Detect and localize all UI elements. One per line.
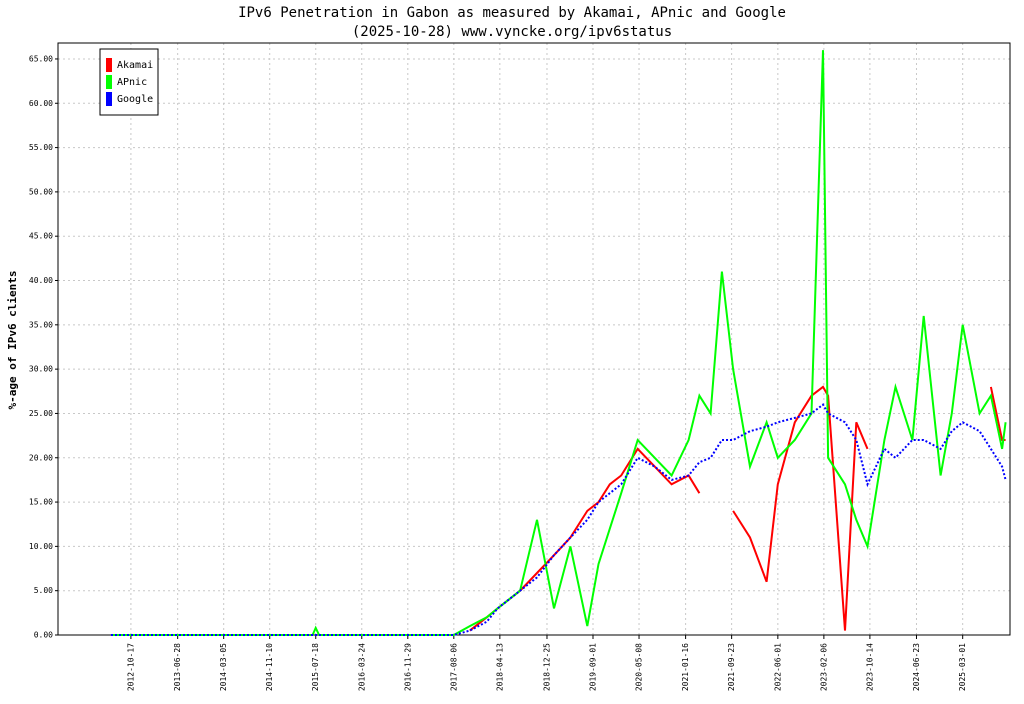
y-tick-label: 10.00 [29, 542, 53, 551]
y-tick-label: 35.00 [29, 320, 53, 329]
x-tick-label: 2023-02-06 [819, 643, 828, 691]
x-tick-label: 2017-08-06 [449, 643, 458, 691]
x-tick-label: 2013-06-28 [173, 643, 182, 691]
x-tick-label: 2016-03-24 [357, 643, 366, 691]
plot-frame [57, 42, 1011, 636]
x-tick-label: 2018-04-13 [495, 643, 504, 691]
x-tick-label: 2022-06-01 [773, 643, 782, 691]
legend-label: Akamai [117, 60, 153, 71]
x-tick-label: 2021-01-16 [681, 643, 690, 691]
y-tick-label: 55.00 [29, 143, 53, 152]
y-tick-label: 30.00 [29, 365, 53, 374]
y-tick-label: 15.00 [29, 498, 53, 507]
y-tick-label: 45.00 [29, 232, 53, 241]
legend-swatch [106, 75, 112, 89]
x-tick-label: 2014-03-05 [219, 643, 228, 691]
x-tick-label: 2014-11-10 [265, 643, 274, 691]
x-tick-label: 2018-12-25 [542, 643, 551, 691]
x-tick-label: 2025-03-01 [958, 643, 967, 691]
y-tick-label: 20.00 [29, 453, 53, 462]
y-tick-label: 65.00 [29, 54, 53, 63]
x-tick-label: 2019-09-01 [589, 643, 598, 691]
chart-subtitle: (2025-10-28) www.vyncke.org/ipv6status [352, 24, 672, 40]
y-tick-label: 40.00 [29, 276, 53, 285]
chart-title: IPv6 Penetration in Gabon as measured by… [238, 5, 786, 21]
x-tick-label: 2023-10-14 [865, 643, 874, 691]
x-tick-label: 2012-10-17 [126, 643, 135, 691]
legend-label: APnic [117, 77, 147, 88]
legend-label: Google [117, 94, 153, 105]
legend-swatch [106, 58, 112, 72]
x-tick-label: 2024-06-23 [912, 643, 921, 691]
legend-swatch [106, 92, 112, 106]
y-tick-label: 60.00 [29, 99, 53, 108]
y-tick-label: 5.00 [34, 586, 53, 595]
y-tick-label: 25.00 [29, 409, 53, 418]
series-line [111, 403, 1007, 636]
y-axis-label: %-age of IPv6 clients [6, 270, 19, 409]
y-tick-label: 50.00 [29, 187, 53, 196]
series-line [111, 50, 1007, 636]
x-tick-label: 2020-05-08 [635, 643, 644, 691]
x-tick-label: 2021-09-23 [727, 643, 736, 691]
y-tick-label: 0.00 [34, 631, 53, 640]
x-tick-label: 2016-11-29 [403, 643, 412, 691]
x-tick-label: 2015-07-18 [311, 643, 320, 691]
